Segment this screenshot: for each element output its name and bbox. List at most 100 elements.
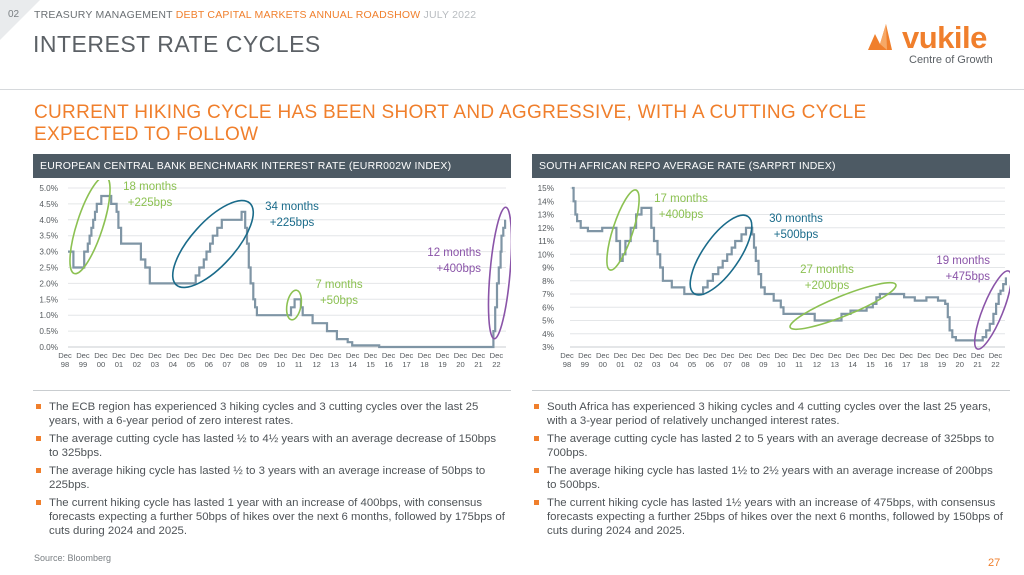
- bullet-text: The average cutting cycle has lasted ½ t…: [49, 433, 497, 459]
- x-tick-label: Dec: [739, 351, 753, 360]
- x-tick-label: 17: [902, 360, 910, 369]
- header-divider: [0, 89, 1024, 90]
- x-tick-label: 10: [777, 360, 785, 369]
- x-tick-label: 04: [169, 360, 177, 369]
- x-tick-label: 04: [670, 360, 678, 369]
- x-tick-label: Dec: [364, 351, 378, 360]
- y-tick-label: 14%: [538, 197, 554, 206]
- x-tick-label: 19: [438, 360, 446, 369]
- cycle-annotation-duration: 7 months: [315, 279, 363, 291]
- y-tick-label: 4%: [542, 330, 554, 339]
- cycle-annotation-change: +200bps: [805, 280, 850, 292]
- x-tick-label: Dec: [614, 351, 628, 360]
- x-tick-label: 05: [688, 360, 696, 369]
- y-tick-label: 11%: [538, 237, 554, 246]
- cycle-highlight-ellipse: [689, 214, 753, 296]
- x-tick-label: Dec: [256, 351, 270, 360]
- cycle-annotation-change: +400bps: [659, 209, 704, 221]
- y-tick-label: 10%: [538, 250, 554, 259]
- ecb-bullet-list: The ECB region has experienced 3 hiking …: [36, 400, 506, 542]
- x-tick-label: 21: [973, 360, 981, 369]
- x-tick-label: Dec: [472, 351, 486, 360]
- x-tick-label: 07: [223, 360, 231, 369]
- bullet-text: The current hiking cycle has lasted 1½ y…: [547, 497, 1003, 537]
- cycle-annotation-change: +225bps: [270, 217, 315, 229]
- x-tick-label: Dec: [148, 351, 162, 360]
- y-tick-label: 9%: [542, 264, 554, 273]
- x-tick-label: Dec: [935, 351, 949, 360]
- x-tick-label: Dec: [810, 351, 824, 360]
- y-tick-label: 8%: [542, 277, 554, 286]
- x-tick-label: Dec: [774, 351, 788, 360]
- source-note: Source: Bloomberg: [34, 553, 112, 563]
- cycle-annotation-change: +475bps: [946, 271, 991, 283]
- x-tick-label: 05: [187, 360, 195, 369]
- x-tick-label: Dec: [917, 351, 931, 360]
- y-tick-label: 1.0%: [39, 311, 58, 320]
- y-tick-label: 7%: [542, 290, 554, 299]
- x-tick-label: 17: [402, 360, 410, 369]
- y-tick-label: 0.0%: [39, 343, 58, 352]
- top-header: TREASURY MANAGEMENT DEBT CAPITAL MARKETS…: [34, 9, 476, 21]
- cycle-highlight-ellipse: [789, 281, 897, 331]
- x-tick-label: Dec: [667, 351, 681, 360]
- cycle-annotation-duration: 34 months: [265, 201, 319, 213]
- y-tick-label: 3.5%: [39, 232, 58, 241]
- page-title: INTEREST RATE CYCLES: [33, 31, 321, 57]
- bullet-marker: [534, 468, 539, 473]
- bullet-item: The current hiking cycle has lasted 1 ye…: [36, 496, 506, 538]
- x-tick-label: Dec: [400, 351, 414, 360]
- left-separator: [33, 390, 511, 391]
- x-tick-label: 01: [616, 360, 624, 369]
- x-tick-label: 21: [474, 360, 482, 369]
- header-part-3: JULY 2022: [423, 9, 477, 21]
- x-tick-label: 09: [259, 360, 267, 369]
- y-tick-label: 15%: [538, 184, 554, 193]
- cycle-annotation-change: +500bps: [774, 229, 819, 241]
- y-tick-label: 0.5%: [39, 327, 58, 336]
- x-tick-label: Dec: [274, 351, 288, 360]
- x-tick-label: Dec: [94, 351, 108, 360]
- x-tick-label: 10: [276, 360, 284, 369]
- x-tick-label: Dec: [792, 351, 806, 360]
- x-tick-label: Dec: [864, 351, 878, 360]
- header-part-1: TREASURY MANAGEMENT: [34, 9, 173, 21]
- x-tick-label: 01: [115, 360, 123, 369]
- y-tick-label: 2.0%: [39, 279, 58, 288]
- x-tick-label: 22: [492, 360, 500, 369]
- x-tick-label: 99: [79, 360, 87, 369]
- x-tick-label: Dec: [418, 351, 432, 360]
- x-tick-label: 13: [330, 360, 338, 369]
- bullet-item: South Africa has experienced 3 hiking cy…: [534, 400, 1004, 428]
- x-tick-label: 00: [598, 360, 606, 369]
- bullet-item: The average hiking cycle has lasted 1½ t…: [534, 464, 1004, 492]
- x-tick-label: Dec: [828, 351, 842, 360]
- cycle-annotation-change: +400bps: [437, 263, 482, 275]
- x-tick-label: Dec: [166, 351, 180, 360]
- cycle-annotation-change: +225bps: [128, 197, 173, 209]
- x-tick-label: Dec: [346, 351, 360, 360]
- logo-word: vukile: [902, 20, 987, 55]
- ecb-rate-chart: 0.0% 0.5% 1.0% 1.5% 2.0% 2.5% 3.0% 3.5% 4.0% 4.5%…: [39, 180, 511, 369]
- bullet-item: The average hiking cycle has lasted ½ to…: [36, 464, 506, 492]
- x-tick-label: 06: [205, 360, 213, 369]
- x-tick-label: Dec: [971, 351, 985, 360]
- y-tick-label: 3%: [542, 343, 554, 352]
- x-tick-label: 16: [384, 360, 392, 369]
- y-tick-label: 1.5%: [39, 295, 58, 304]
- x-tick-label: Dec: [436, 351, 450, 360]
- x-tick-label: 14: [348, 360, 356, 369]
- x-tick-label: 02: [634, 360, 642, 369]
- cycle-annotation-change: +50bps: [320, 295, 358, 307]
- x-tick-label: 15: [366, 360, 374, 369]
- x-tick-label: Dec: [685, 351, 699, 360]
- x-tick-label: 08: [241, 360, 249, 369]
- flame-icon: [868, 24, 892, 50]
- x-tick-label: 06: [706, 360, 714, 369]
- x-tick-label: 18: [920, 360, 928, 369]
- rate-series-line: [68, 194, 507, 349]
- x-tick-label: Dec: [76, 351, 90, 360]
- y-tick-label: 6%: [542, 303, 554, 312]
- x-tick-label: Dec: [596, 351, 610, 360]
- bullet-marker: [534, 500, 539, 505]
